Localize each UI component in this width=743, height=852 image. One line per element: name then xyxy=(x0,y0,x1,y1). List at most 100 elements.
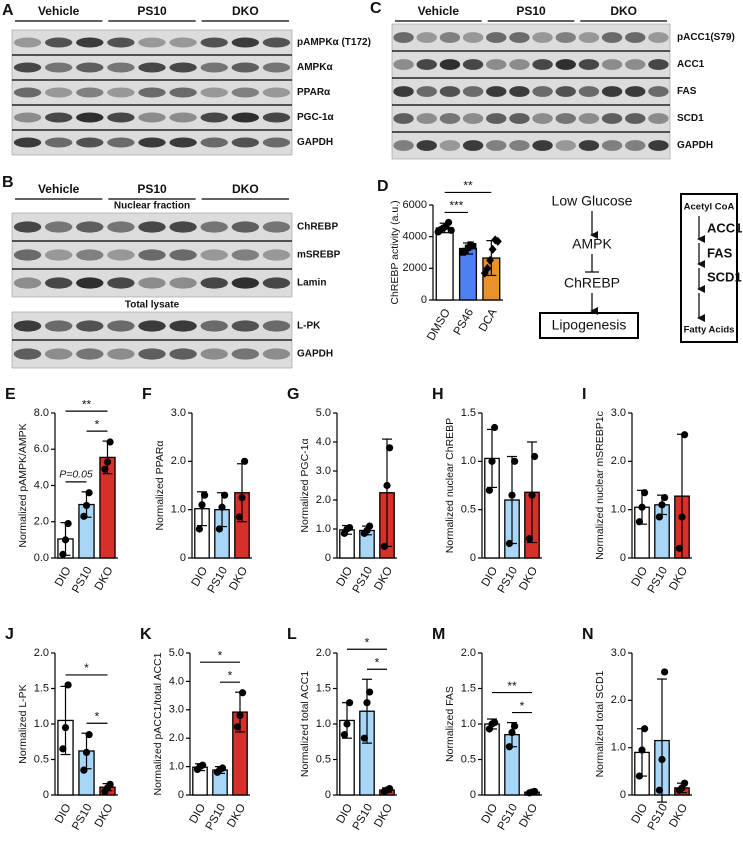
y-tick-label: 1.0 xyxy=(169,761,184,773)
x-tick-label: PS10 xyxy=(70,565,94,595)
y-tick-label: 0 xyxy=(325,552,331,564)
significance-label: * xyxy=(375,655,380,669)
outcome-box xyxy=(539,312,639,339)
x-tick-label: DKO xyxy=(225,802,248,830)
blot-band xyxy=(107,221,135,233)
blot-row-label: ChREBP xyxy=(297,222,338,233)
error-bar xyxy=(657,678,667,803)
blot-band xyxy=(648,113,669,124)
blot-band xyxy=(107,137,135,148)
blot-band xyxy=(532,86,553,97)
group-label: Vehicle xyxy=(418,4,460,18)
blot-band xyxy=(200,277,228,289)
x-tick-label: PS46 xyxy=(452,307,476,337)
blot-row-label: Lamin xyxy=(297,278,326,289)
blot-band xyxy=(555,32,576,43)
blot-band xyxy=(13,348,42,360)
blot-band xyxy=(44,221,73,233)
data-point xyxy=(531,787,539,796)
panel-letter: M xyxy=(432,626,445,643)
blot-band xyxy=(44,87,73,98)
y-axis-label: Normalized total SCD1 xyxy=(594,670,606,777)
blot-row-label: PPARα xyxy=(297,87,331,98)
blot-band xyxy=(169,37,197,48)
blot-band xyxy=(648,32,669,43)
blot-band xyxy=(509,113,530,124)
blot-band xyxy=(555,59,576,70)
blot-band xyxy=(13,137,42,148)
y-tick-label: 0.5 xyxy=(461,753,476,765)
blot-band xyxy=(486,140,507,151)
group-label: PS10 xyxy=(137,4,167,18)
data-point xyxy=(641,489,649,497)
blot-row-label: mSREBP xyxy=(297,250,341,261)
data-point xyxy=(201,491,209,499)
section-title: Total lysate xyxy=(125,300,180,311)
data-point xyxy=(638,503,646,511)
blot-band xyxy=(169,112,197,123)
y-tick-label: 0 xyxy=(470,789,476,801)
blot-band xyxy=(462,32,484,43)
blot-band xyxy=(76,137,104,148)
x-tick-label: PS10 xyxy=(646,565,670,595)
enzyme-step: Fatty Acids xyxy=(684,325,735,336)
blot-band xyxy=(555,86,576,97)
data-point xyxy=(366,522,374,530)
data-point xyxy=(61,536,70,544)
blot-band xyxy=(509,86,530,97)
y-tick-label: 4.0 xyxy=(316,436,331,448)
x-tick-label: DIO xyxy=(53,565,74,589)
x-tick-label: PS10 xyxy=(646,802,670,832)
data-point xyxy=(493,236,502,246)
x-tick-label: PS10 xyxy=(70,802,94,832)
y-tick-label: 1.0 xyxy=(611,742,626,754)
blot-band xyxy=(76,62,104,73)
blot-band xyxy=(44,277,73,289)
y-tick-label: 1.0 xyxy=(316,523,331,535)
blot-band xyxy=(439,32,461,43)
data-point xyxy=(82,501,91,510)
data-point xyxy=(346,699,354,707)
y-tick-label: 0 xyxy=(620,552,626,564)
x-tick-label: DKO xyxy=(517,565,540,593)
blot-band xyxy=(13,112,42,123)
y-tick-label: 2.0 xyxy=(34,516,49,528)
y-axis-label: Normalized total ACC1 xyxy=(299,671,311,777)
blot-band xyxy=(200,348,228,360)
x-tick-label: DKO xyxy=(667,802,690,830)
y-tick-label: 2.0 xyxy=(316,494,331,506)
data-point xyxy=(235,513,243,521)
bar xyxy=(435,227,454,301)
blot-band xyxy=(169,277,197,289)
blot-band xyxy=(601,140,623,151)
blot-band xyxy=(262,249,291,261)
y-tick-label: 1.5 xyxy=(316,682,331,694)
blot-row-label: SCD1 xyxy=(677,113,704,124)
blot-band xyxy=(231,348,260,360)
blot-band xyxy=(169,221,197,233)
y-axis-label: Normalized PPARα xyxy=(154,441,166,531)
pathway-step: AMPK xyxy=(572,236,612,252)
data-point xyxy=(241,457,249,465)
significance-label: * xyxy=(95,417,100,431)
blot-row-label: FAS xyxy=(677,86,697,97)
blot-band xyxy=(13,87,42,98)
data-point xyxy=(236,711,244,720)
y-tick-label: 0 xyxy=(325,789,331,801)
data-point xyxy=(103,458,112,466)
group-label: Vehicle xyxy=(38,4,80,18)
blot-band xyxy=(578,59,600,70)
y-tick-label: 4.0 xyxy=(169,675,184,687)
blot-band xyxy=(200,112,228,123)
y-tick-label: 3.0 xyxy=(316,465,331,477)
data-point xyxy=(658,755,666,764)
y-tick-label: 1.0 xyxy=(171,504,186,516)
panel-letter: A xyxy=(2,2,14,19)
data-point xyxy=(635,772,644,780)
blot-band xyxy=(76,320,104,332)
y-tick-label: 1.0 xyxy=(461,455,476,467)
data-point xyxy=(485,486,493,494)
blot-band xyxy=(262,277,291,289)
blot-band xyxy=(462,59,484,70)
